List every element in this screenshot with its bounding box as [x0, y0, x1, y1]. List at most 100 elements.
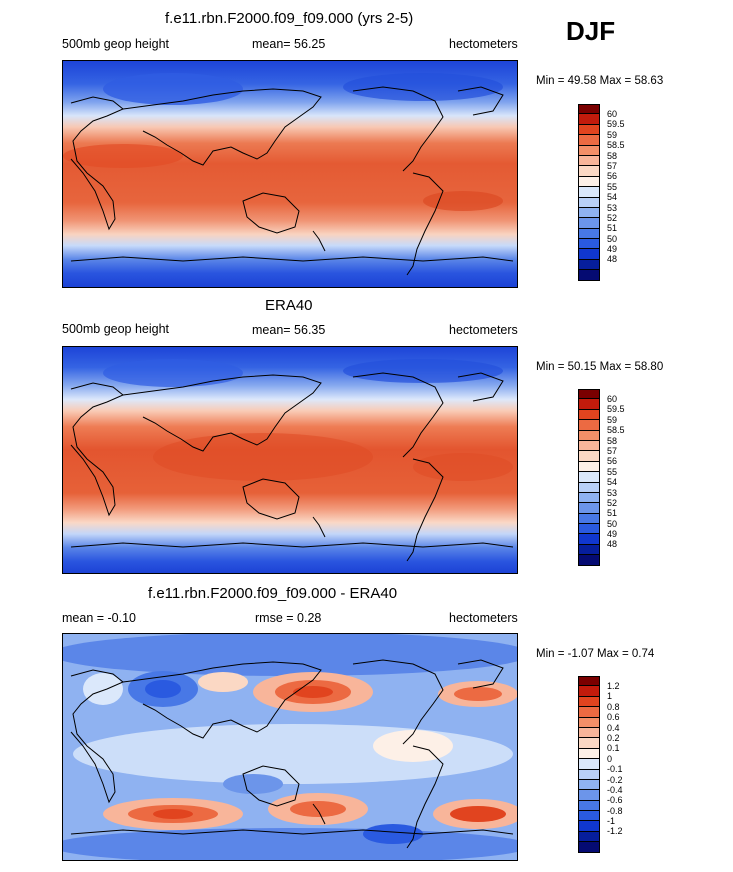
colorbar-swatch — [578, 176, 600, 188]
colorbar-label: 56 — [607, 171, 618, 182]
colorbar-label: 49 — [607, 529, 618, 540]
model-colorbar-labels: 60 59.5 59 58.5 58 57 56 55 54 53 52 51 … — [607, 109, 625, 265]
colorbar-label: 1 — [607, 691, 613, 702]
colorbar-swatch — [578, 472, 600, 483]
colorbar-label: 0.1 — [607, 743, 620, 754]
obs-map — [62, 346, 518, 574]
colorbar-label: -0.4 — [607, 784, 623, 795]
colorbar-label: 59.5 — [607, 404, 625, 415]
colorbar-swatch — [578, 104, 600, 115]
colorbar-swatch — [578, 207, 600, 219]
colorbar-swatch — [578, 440, 600, 452]
colorbar-swatch — [578, 686, 600, 697]
colorbar-swatch — [578, 821, 600, 832]
season-label: DJF — [566, 16, 616, 46]
colorbar-swatch — [578, 420, 600, 431]
panel-units: hectometers — [449, 37, 518, 51]
colorbar-label: -1.2 — [607, 826, 623, 837]
colorbar-swatch — [578, 779, 600, 791]
colorbar-label: 54 — [607, 192, 618, 203]
colorbar-label: 55 — [607, 466, 618, 477]
colorbar-label: 58 — [607, 435, 618, 446]
colorbar-label: -0.6 — [607, 795, 623, 806]
colorbar-label: -0.2 — [607, 774, 623, 785]
colorbar-label: -1 — [607, 816, 616, 827]
colorbar-label: 48 — [607, 254, 618, 265]
panel-units: hectometers — [449, 323, 518, 337]
min-max-label: Min = 49.58 Max = 58.63 — [536, 75, 664, 87]
panel-center-label: mean= 56.35 — [252, 323, 326, 337]
colorbar-swatch — [578, 555, 600, 566]
colorbar-swatch — [578, 461, 600, 473]
colorbar-swatch — [578, 676, 600, 687]
colorbar-swatch — [578, 727, 600, 739]
colorbar-label: 59.5 — [607, 119, 625, 130]
colorbar-label: 48 — [607, 539, 618, 550]
difference-map — [62, 633, 518, 861]
colorbar-swatch — [578, 831, 600, 843]
colorbar-swatch — [578, 524, 600, 535]
colorbar-swatch — [578, 124, 600, 136]
colorbar-swatch — [578, 187, 600, 198]
panel-left-label: mean = -0.10 — [62, 611, 137, 625]
colorbar-swatch — [578, 738, 600, 749]
colorbar-label: 57 — [607, 160, 618, 171]
colorbar-swatch — [578, 409, 600, 421]
colorbar-swatch — [578, 197, 600, 208]
colorbar-label: 0.4 — [607, 722, 620, 733]
colorbar-label: 59 — [607, 414, 618, 425]
colorbar-swatch — [578, 166, 600, 177]
colorbar-label: 59 — [607, 129, 618, 140]
colorbar-swatch — [578, 707, 600, 718]
panel-title: f.e11.rbn.F2000.f09_f09.000 - ERA40 — [148, 585, 398, 602]
colorbar-swatch — [578, 135, 600, 146]
colorbar-label: -0.8 — [607, 805, 623, 816]
colorbar-swatch — [578, 114, 600, 125]
colorbar-swatch — [578, 769, 600, 780]
colorbar-label: 53 — [607, 202, 618, 213]
colorbar-label: 57 — [607, 445, 618, 456]
colorbar-label: 49 — [607, 244, 618, 255]
colorbar-swatch — [578, 544, 600, 556]
colorbar-swatch — [578, 503, 600, 514]
colorbar-swatch — [578, 534, 600, 545]
min-max-label: Min = -1.07 Max = 0.74 — [536, 648, 655, 660]
panel-title: ERA40 — [265, 297, 313, 314]
colorbar-label: 53 — [607, 487, 618, 498]
colorbar-label: 58.5 — [607, 425, 625, 436]
model-map — [62, 60, 518, 288]
colorbar-label: 54 — [607, 477, 618, 488]
colorbar-label: 52 — [607, 212, 618, 223]
colorbar-label: 60 — [607, 109, 618, 119]
colorbar-swatch — [578, 259, 600, 271]
colorbar-label: 51 — [607, 223, 618, 234]
colorbar-label: 56 — [607, 456, 618, 467]
colorbar-label: 52 — [607, 497, 618, 508]
colorbar-label: 0.2 — [607, 732, 620, 743]
difference-colorbar — [578, 676, 600, 853]
colorbar-label: 50 — [607, 233, 618, 244]
model-colorbar — [578, 104, 600, 281]
colorbar-swatch — [578, 228, 600, 240]
colorbar-label: 0.8 — [607, 701, 620, 712]
obs-colorbar — [578, 389, 600, 566]
colorbar-swatch — [578, 717, 600, 728]
panel-units: hectometers — [449, 611, 518, 625]
panel-center-label: mean= 56.25 — [252, 37, 326, 51]
colorbar-swatch — [578, 270, 600, 281]
colorbar-label: 58 — [607, 150, 618, 161]
colorbar-label: 0.6 — [607, 712, 620, 723]
colorbar-swatch — [578, 389, 600, 400]
colorbar-label: 55 — [607, 181, 618, 192]
colorbar-swatch — [578, 800, 600, 812]
panel-left-label: 500mb geop height — [62, 37, 170, 51]
colorbar-label: 1.2 — [607, 681, 620, 691]
difference-colorbar-labels: 1.2 1 0.8 0.6 0.4 0.2 0.1 0 -0.1 -0.2 -0… — [607, 681, 623, 837]
colorbar-swatch — [578, 482, 600, 493]
colorbar-label: 50 — [607, 518, 618, 529]
colorbar-label: 60 — [607, 394, 618, 404]
colorbar-swatch — [578, 759, 600, 770]
panel-center-label: rmse = 0.28 — [255, 611, 322, 625]
panel-title: f.e11.rbn.F2000.f09_f09.000 (yrs 2-5) — [165, 10, 414, 27]
colorbar-swatch — [578, 513, 600, 525]
